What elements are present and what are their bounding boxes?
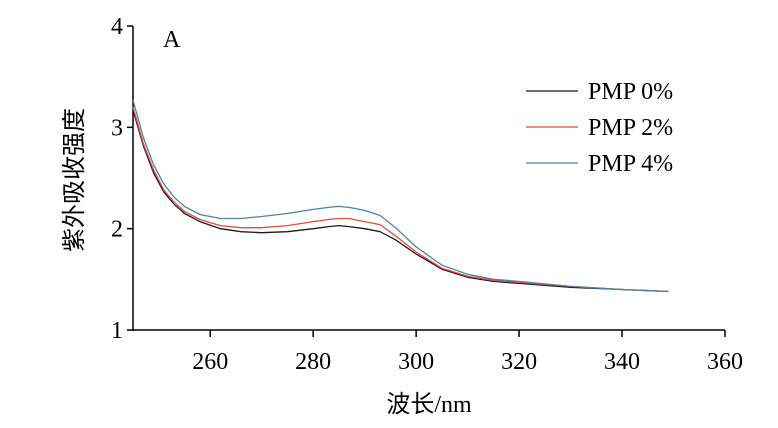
ticks: 1 2 3 4 260 280 300 320 340 360 xyxy=(111,14,743,375)
legend-label: PMP 2% xyxy=(588,115,673,141)
y-tick-label: 2 xyxy=(111,217,123,243)
x-tick-label: 260 xyxy=(192,349,228,375)
y-tick-label: 4 xyxy=(111,14,123,40)
y-tick-label: 1 xyxy=(111,318,123,344)
series-lines xyxy=(132,99,669,293)
x-axis-label: 波长/nm xyxy=(386,391,472,418)
series-line-3 xyxy=(132,99,669,293)
y-tick-label: 3 xyxy=(111,115,123,141)
axes xyxy=(132,26,725,331)
legend: PMP 0% PMP 2% PMP 4% xyxy=(526,79,673,177)
x-tick-label: 340 xyxy=(604,349,640,375)
x-tick-label: 300 xyxy=(398,349,434,375)
x-tick-label: 280 xyxy=(295,349,331,375)
legend-label: PMP 0% xyxy=(588,79,673,105)
legend-label: PMP 4% xyxy=(588,151,673,177)
x-tick-label: 320 xyxy=(501,349,537,375)
series-line-2 xyxy=(132,106,669,293)
x-tick-label: 360 xyxy=(707,349,743,375)
series-line-1 xyxy=(132,109,669,293)
panel-label: A xyxy=(163,27,181,53)
y-axis-label: 紫外吸收强度 xyxy=(61,108,88,252)
